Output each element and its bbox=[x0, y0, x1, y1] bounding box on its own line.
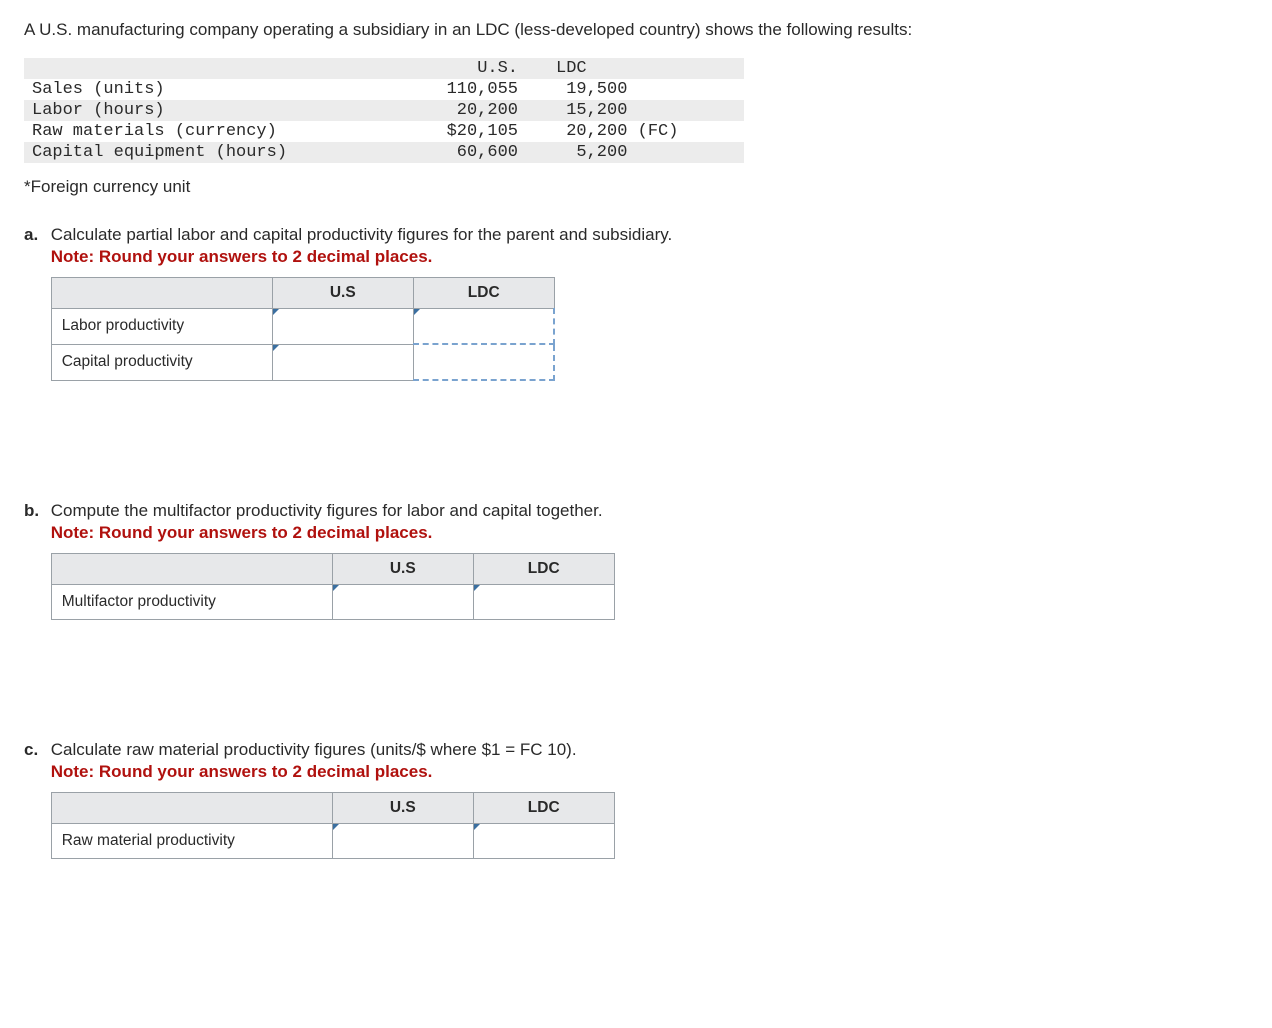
answer-col-header: U.S bbox=[272, 278, 413, 309]
data-cell: 15,200 bbox=[526, 100, 744, 121]
answer-input-cell[interactable] bbox=[332, 824, 473, 859]
answer-input-cell[interactable] bbox=[272, 309, 413, 345]
input-indicator-icon bbox=[474, 585, 480, 591]
data-header-us: U.S. bbox=[340, 58, 526, 79]
input-indicator-icon bbox=[414, 309, 420, 315]
data-cell: 19,500 bbox=[526, 79, 744, 100]
input-indicator-icon bbox=[273, 309, 279, 315]
data-row-label: Labor (hours) bbox=[24, 100, 340, 121]
data-row-label: Raw materials (currency) bbox=[24, 121, 340, 142]
results-data-table: U.S. LDC Sales (units) 110,055 19,500 La… bbox=[24, 58, 744, 163]
data-cell: 5,200 bbox=[526, 142, 744, 163]
answer-row-label: Multifactor productivity bbox=[51, 585, 332, 620]
input-indicator-icon bbox=[333, 585, 339, 591]
footnote-text: *Foreign currency unit bbox=[24, 177, 1248, 197]
answer-col-header: LDC bbox=[473, 554, 614, 585]
data-cell: 110,055 bbox=[340, 79, 526, 100]
intro-text: A U.S. manufacturing company operating a… bbox=[24, 20, 1248, 40]
data-cell: $20,105 bbox=[340, 121, 526, 142]
answer-input-cell[interactable] bbox=[413, 309, 554, 345]
input-indicator-icon bbox=[273, 345, 279, 351]
question-letter: c. bbox=[24, 740, 46, 760]
answer-row-label: Labor productivity bbox=[51, 309, 272, 345]
answer-input-cell[interactable] bbox=[473, 824, 614, 859]
answer-table-a: U.S LDC Labor productivity Capital produ… bbox=[51, 277, 556, 381]
question-text: Calculate partial labor and capital prod… bbox=[51, 225, 672, 244]
question-note: Note: Round your answers to 2 decimal pl… bbox=[51, 247, 672, 267]
question-b: b. Compute the multifactor productivity … bbox=[24, 501, 1248, 620]
data-row-label: Capital equipment (hours) bbox=[24, 142, 340, 163]
question-text: Calculate raw material productivity figu… bbox=[51, 740, 577, 759]
answer-row-label: Raw material productivity bbox=[51, 824, 332, 859]
data-header-ldc: LDC bbox=[526, 58, 744, 79]
question-note: Note: Round your answers to 2 decimal pl… bbox=[51, 762, 615, 782]
question-a: a. Calculate partial labor and capital p… bbox=[24, 225, 1248, 381]
data-cell: 20,200 (FC) bbox=[526, 121, 744, 142]
question-letter: a. bbox=[24, 225, 46, 245]
answer-input-cell[interactable] bbox=[332, 585, 473, 620]
answer-table-b: U.S LDC Multifactor productivity bbox=[51, 553, 615, 620]
answer-input-cell[interactable] bbox=[473, 585, 614, 620]
answer-col-header: LDC bbox=[413, 278, 554, 309]
answer-table-c: U.S LDC Raw material productivity bbox=[51, 792, 615, 859]
data-cell: 20,200 bbox=[340, 100, 526, 121]
input-indicator-icon bbox=[474, 824, 480, 830]
answer-input-cell[interactable] bbox=[413, 344, 554, 380]
question-note: Note: Round your answers to 2 decimal pl… bbox=[51, 523, 615, 543]
data-cell: 60,600 bbox=[340, 142, 526, 163]
answer-row-label: Capital productivity bbox=[51, 344, 272, 380]
data-row-label: Sales (units) bbox=[24, 79, 340, 100]
question-text: Compute the multifactor productivity fig… bbox=[51, 501, 603, 520]
answer-col-header: LDC bbox=[473, 793, 614, 824]
answer-input-cell[interactable] bbox=[272, 344, 413, 380]
question-letter: b. bbox=[24, 501, 46, 521]
question-c: c. Calculate raw material productivity f… bbox=[24, 740, 1248, 859]
input-indicator-icon bbox=[333, 824, 339, 830]
answer-col-header: U.S bbox=[332, 793, 473, 824]
answer-col-header: U.S bbox=[332, 554, 473, 585]
